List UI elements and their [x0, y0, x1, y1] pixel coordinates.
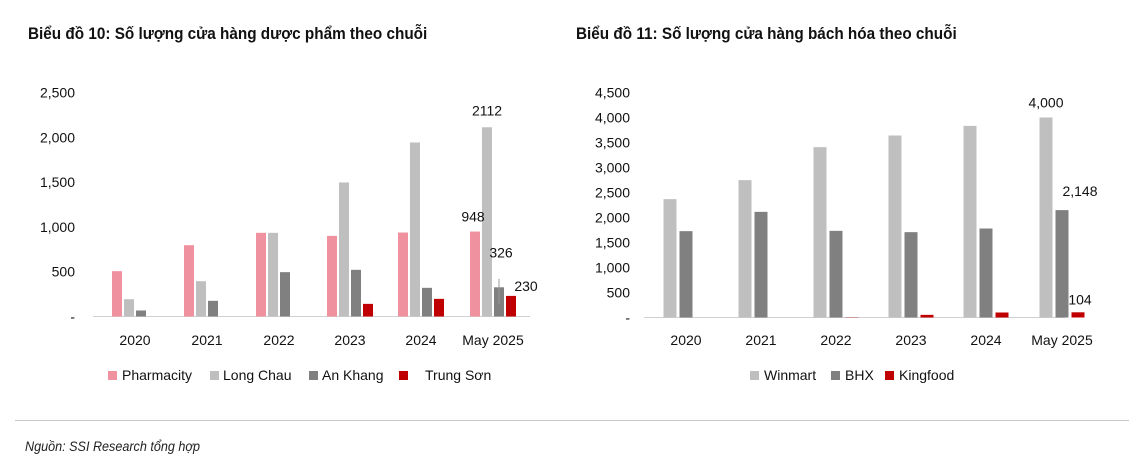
legend-swatch — [750, 371, 759, 380]
x-tick-label: May 2025 — [462, 332, 524, 348]
y-tick-label: 2,000 — [595, 210, 630, 226]
legend-label: Kingfood — [899, 367, 954, 383]
y-tick-label: 3,000 — [595, 160, 630, 176]
legend-label: An Khang — [322, 367, 384, 383]
y-tick-label: 1,000 — [40, 219, 75, 235]
legend-swatch — [831, 371, 840, 380]
bar-long-chau — [482, 127, 492, 317]
legend-swatch — [210, 371, 219, 380]
data-label: 948 — [461, 209, 485, 225]
data-label: 4,000 — [1028, 95, 1063, 111]
bar-an-khang — [208, 300, 218, 317]
data-label: 230 — [514, 278, 538, 294]
y-tick-label: 2,500 — [595, 185, 630, 201]
x-tick-label: 2021 — [745, 332, 776, 348]
bar-an-khang — [351, 269, 361, 317]
bar-pharmacity — [398, 232, 408, 317]
y-tick-label: - — [70, 309, 75, 325]
x-tick-label: May 2025 — [1031, 332, 1093, 348]
legend-swatch — [885, 371, 894, 380]
bar-long-chau — [410, 142, 420, 317]
bar-an-khang — [280, 272, 290, 317]
bar-bhx — [754, 211, 768, 318]
data-label: 326 — [489, 244, 513, 260]
bar-winmart — [963, 125, 977, 318]
bar-trung-sơn — [363, 303, 373, 317]
x-tick-label: 2024 — [405, 332, 436, 348]
legend-label: Pharmacity — [122, 367, 192, 383]
bar-pharmacity — [256, 232, 266, 317]
bar-long-chau — [196, 281, 206, 317]
data-label: 2112 — [472, 102, 502, 118]
bar-pharmacity — [112, 271, 122, 317]
y-tick-label: 1,500 — [595, 235, 630, 251]
bar-kingfood — [995, 312, 1009, 318]
x-tick-label: 2023 — [895, 332, 926, 348]
legend-swatch — [399, 371, 408, 380]
y-tick-label: 3,500 — [595, 135, 630, 151]
bar-winmart — [738, 180, 752, 318]
y-tick-label: 1,000 — [595, 260, 630, 276]
bar-bhx — [1055, 210, 1069, 318]
bar-pharmacity — [184, 245, 194, 317]
bar-kingfood — [1071, 312, 1085, 318]
x-tick-label: 2024 — [970, 332, 1001, 348]
y-tick-label: 500 — [52, 264, 76, 280]
legend-label: BHX — [845, 367, 874, 383]
x-tick-label: 2022 — [263, 332, 294, 348]
legend-label: Trung Sơn — [425, 367, 491, 383]
bar-trung-sơn — [506, 295, 516, 317]
bar-long-chau — [124, 299, 134, 317]
y-tick-label: 2,500 — [40, 85, 75, 101]
bar-pharmacity — [327, 235, 337, 317]
y-tick-label: 500 — [607, 285, 631, 301]
divider — [15, 420, 1129, 421]
legend-swatch — [108, 371, 117, 380]
x-tick-label: 2020 — [670, 332, 701, 348]
bar-long-chau — [339, 182, 349, 317]
bar-trung-sơn — [434, 298, 444, 317]
bar-pharmacity — [470, 231, 480, 317]
bar-bhx — [679, 231, 693, 318]
y-tick-label: - — [625, 310, 630, 326]
legend-label: Long Chau — [223, 367, 292, 383]
bar-bhx — [829, 230, 843, 318]
x-tick-label: 2022 — [820, 332, 851, 348]
bar-long-chau — [268, 232, 278, 317]
source-note: Nguồn: SSI Research tổng hợp — [25, 438, 201, 454]
x-tick-label: 2020 — [119, 332, 150, 348]
chart-11-title: Biểu đồ 11: Số lượng cửa hàng bách hóa t… — [576, 24, 957, 43]
chart-10-title: Biểu đồ 10: Số lượng cửa hàng dược phẩm … — [28, 24, 428, 43]
y-tick-label: 1,500 — [40, 174, 75, 190]
legend-label: Winmart — [764, 367, 816, 383]
bar-an-khang — [422, 287, 432, 317]
x-tick-label: 2023 — [334, 332, 365, 348]
bar-bhx — [979, 228, 993, 318]
data-label: 2,148 — [1062, 183, 1097, 199]
bar-an-khang — [136, 310, 146, 317]
bar-winmart — [663, 199, 677, 318]
x-tick-label: 2021 — [191, 332, 222, 348]
data-label: 104 — [1068, 291, 1092, 307]
bar-winmart — [813, 147, 827, 318]
legend-swatch — [309, 371, 318, 380]
y-tick-label: 2,000 — [40, 129, 75, 145]
bar-bhx — [904, 232, 918, 318]
y-tick-label: 4,000 — [595, 110, 630, 126]
bar-kingfood — [920, 314, 934, 318]
bar-winmart — [1039, 117, 1053, 318]
bar-winmart — [888, 135, 902, 318]
y-tick-label: 4,500 — [595, 85, 630, 101]
